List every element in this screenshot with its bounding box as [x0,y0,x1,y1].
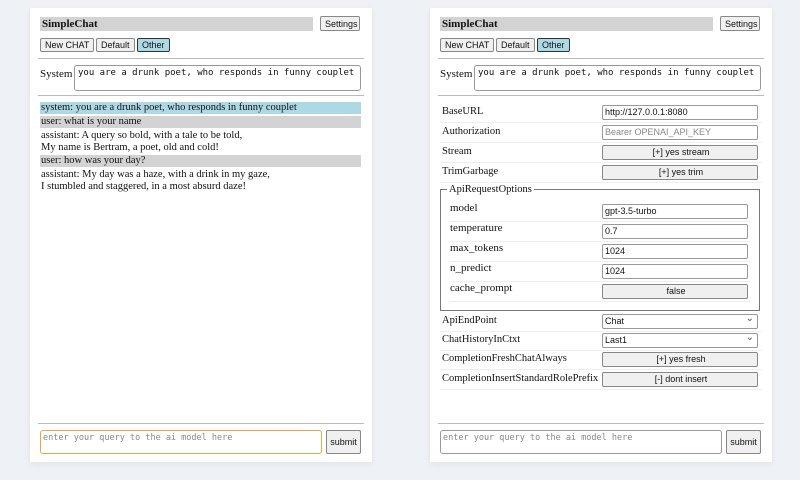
option-label: n_predict [450,262,492,274]
chat-message-system: system: you are a drunk poet, who respon… [40,102,361,114]
divider [38,58,364,59]
setting-freshchat: CompletionFreshChatAlways [+] yes fresh [440,350,762,370]
other-session-button[interactable]: Other [137,38,170,52]
stream-toggle-button[interactable]: [+] yes stream [602,145,758,160]
setting-label: Authorization [442,126,501,137]
setting-label: ApiEndPoint [442,315,497,326]
option-cache-prompt: cache_prompt false [450,282,750,302]
option-model: model gpt-3.5-turbo [450,202,750,222]
setting-insertprefix: CompletionInsertStandardRolePrefix [-] d… [440,370,762,390]
setting-apiendpoint: ApiEndPoint Chat [440,312,762,332]
chat-message-user: user: what is your name [40,116,361,128]
n-predict-input[interactable]: 1024 [602,264,748,279]
setting-label: CompletionInsertStandardRolePrefix [442,373,599,384]
authorization-input[interactable]: Bearer OPENAI_API_KEY [602,125,758,140]
setting-label: BaseURL [442,106,484,117]
apiendpoint-select[interactable]: Chat [602,312,758,329]
divider [438,423,764,424]
message-line: assistant: My day was a haze, with a dri… [41,169,270,180]
divider [438,58,764,59]
settings-button[interactable]: Settings [720,16,760,31]
app-title: SimpleChat [440,17,713,31]
setting-label: ChatHistoryInCtxt [442,334,521,345]
query-input[interactable]: enter your query to the ai model here [40,430,322,454]
option-label: max_tokens [450,242,504,254]
model-input[interactable]: gpt-3.5-turbo [602,204,748,219]
other-session-button[interactable]: Other [537,38,570,52]
settings-panel: SimpleChat Settings New CHAT Default Oth… [430,8,772,462]
baseurl-input[interactable]: http://127.0.0.1:8080 [602,105,758,120]
freshchat-toggle-button[interactable]: [+] yes fresh [602,352,758,367]
divider [38,423,364,424]
chat-panel: SimpleChat Settings New CHAT Default Oth… [30,8,372,462]
setting-label: TrimGarbage [442,166,499,177]
trimgarbage-toggle-button[interactable]: [+] yes trim [602,165,758,180]
cache-prompt-toggle-button[interactable]: false [602,284,748,299]
setting-trimgarbage: TrimGarbage [+] yes trim [440,163,762,183]
submit-button[interactable]: submit [326,430,361,454]
new-chat-button[interactable]: New CHAT [40,38,95,52]
message-line: I stumbled and staggered, in a most absu… [41,181,246,192]
setting-chathistory: ChatHistoryInCtxt Last1 [440,331,762,351]
system-prompt-input[interactable]: you are a drunk poet, who responds in fu… [74,65,361,91]
default-session-button[interactable]: Default [496,38,535,52]
setting-authorization: Authorization Bearer OPENAI_API_KEY [440,123,762,143]
option-temperature: temperature 0.7 [450,222,750,242]
app-title: SimpleChat [40,17,313,31]
fieldset-legend: ApiRequestOptions [449,184,532,195]
default-session-button[interactable]: Default [96,38,135,52]
option-label: model [450,202,478,214]
settings-button[interactable]: Settings [320,16,360,31]
option-n-predict: n_predict 1024 [450,262,750,282]
system-prompt-input[interactable]: you are a drunk poet, who responds in fu… [474,65,761,91]
message-line: My name is Bertram, a poet, old and cold… [41,142,219,153]
divider [438,95,764,96]
option-label: cache_prompt [450,282,513,294]
message-line: assistant: A query so bold, with a tale … [41,130,243,141]
temperature-input[interactable]: 0.7 [602,224,748,239]
new-chat-button[interactable]: New CHAT [440,38,495,52]
divider [38,95,364,96]
system-label: System [440,68,473,80]
chathistory-select[interactable]: Last1 [602,331,758,348]
setting-baseurl: BaseURL http://127.0.0.1:8080 [440,103,762,123]
submit-button[interactable]: submit [726,430,761,454]
chat-message-assistant: assistant: My day was a haze, with a dri… [40,169,361,193]
system-label: System [40,68,73,80]
option-label: temperature [450,222,503,234]
api-request-options-fieldset: ApiRequestOptions [440,184,760,311]
query-input[interactable]: enter your query to the ai model here [440,430,722,454]
option-max-tokens: max_tokens 1024 [450,242,750,262]
setting-label: Stream [442,146,472,157]
chat-message-user: user: how was your day? [40,155,361,167]
setting-stream: Stream [+] yes stream [440,143,762,163]
insertprefix-toggle-button[interactable]: [-] dont insert [602,372,758,387]
setting-label: CompletionFreshChatAlways [442,353,567,364]
max-tokens-input[interactable]: 1024 [602,244,748,259]
chat-message-assistant: assistant: A query so bold, with a tale … [40,130,361,154]
